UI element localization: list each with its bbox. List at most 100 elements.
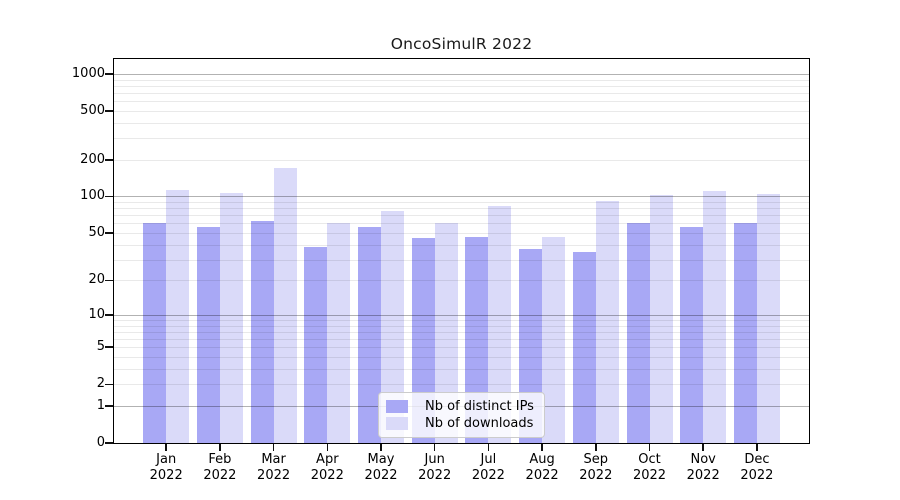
gridline-minor [113, 85, 810, 87]
y-axis-tick-label: 10 [88, 306, 105, 322]
x-axis-month: Jul [480, 452, 497, 467]
y-axis-tick-mark [105, 110, 113, 112]
x-axis-tick-label: May 2022 [341, 452, 421, 484]
legend-swatch-distinct-ips-icon [386, 400, 408, 413]
gridline-minor [113, 79, 810, 81]
bar-downloads [381, 210, 404, 444]
x-axis-month: Mar [261, 452, 286, 467]
y-axis-tick-mark [105, 73, 113, 75]
gridline-minor [113, 339, 810, 341]
legend-item-downloads: Nb of downloads [379, 415, 544, 432]
x-axis-tick-mark [702, 444, 704, 451]
x-axis-tick-mark [380, 444, 382, 451]
x-axis-tick-mark [487, 444, 490, 451]
bar-distinct-ips [680, 227, 704, 444]
bar-distinct-ips [304, 247, 328, 444]
x-axis-month: Aug [529, 452, 555, 467]
x-axis-year: 2022 [525, 468, 559, 483]
bar-downloads [327, 222, 351, 444]
x-axis-month: Sep [583, 452, 609, 467]
y-axis-tick-mark [105, 405, 113, 407]
x-axis-tick-mark [326, 444, 329, 451]
y-axis-tick-label: 0 [96, 435, 105, 450]
gridline-minor [113, 331, 810, 333]
x-axis-year: 2022 [632, 468, 667, 483]
gridline-minor [113, 357, 810, 359]
plot-area: Nb of distinct IPs Nb of downloads [113, 58, 810, 444]
y-axis-tick-label: 20 [88, 272, 105, 288]
x-axis-tick-label: Feb 2022 [180, 452, 260, 484]
gridline-minor [113, 368, 810, 370]
x-axis-tick-label: Nov 2022 [663, 452, 743, 484]
gridline-minor [113, 320, 810, 321]
gridline-minor [113, 101, 810, 103]
x-axis-month: Feb [208, 452, 232, 467]
x-axis-year: 2022 [418, 468, 452, 483]
bar-downloads [434, 223, 458, 444]
bar-distinct-ips [572, 251, 596, 444]
y-axis-tick-mark [105, 195, 113, 198]
y-axis-tick-label: 2 [96, 376, 105, 392]
x-axis-tick-mark [648, 444, 651, 451]
gridline-minor [113, 208, 810, 210]
gridline-minor [113, 244, 810, 246]
bar-distinct-ips [733, 222, 757, 444]
legend-item-distinct-ips: Nb of distinct IPs [379, 398, 544, 415]
legend-swatch-downloads-icon [386, 417, 408, 430]
gridline-minor [113, 215, 810, 217]
bar-downloads [595, 201, 619, 444]
x-axis-year: 2022 [686, 468, 720, 483]
y-axis-tick-label: 100 [80, 188, 105, 204]
bar-downloads [273, 168, 297, 444]
x-axis-tick-mark [595, 444, 597, 451]
x-axis-month: Apr [316, 452, 339, 467]
y-axis-tick-mark [105, 314, 113, 316]
gridline-major [113, 314, 810, 316]
gridline-minor [113, 159, 810, 161]
x-axis-tick-label: Mar 2022 [234, 452, 314, 484]
gridline-minor [113, 138, 810, 140]
gridline-minor [113, 92, 810, 94]
x-axis-year: 2022 [257, 468, 291, 483]
bar-downloads [649, 194, 673, 444]
gridline-minor [113, 223, 810, 225]
x-axis-tick-label: Oct 2022 [610, 452, 690, 484]
x-axis-year: 2022 [149, 468, 183, 483]
gridline-minor [113, 280, 810, 282]
gridline-minor [113, 202, 810, 204]
gridline-major [113, 196, 810, 198]
bar-downloads [703, 191, 727, 444]
x-axis-tick-mark [541, 444, 543, 451]
legend: Nb of distinct IPs Nb of downloads [378, 392, 545, 438]
x-axis-month: Jan [156, 452, 177, 467]
x-axis-year: 2022 [310, 468, 344, 483]
gridline-minor [113, 347, 810, 349]
bar-distinct-ips [626, 222, 650, 444]
y-axis-tick-label: 1000 [71, 65, 105, 81]
bar-downloads [542, 237, 566, 444]
bar-downloads [166, 190, 190, 444]
x-axis-tick-mark [756, 444, 758, 451]
x-axis-month: Nov [690, 452, 716, 467]
bar-distinct-ips [196, 227, 220, 444]
x-axis-month: Oct [638, 452, 661, 467]
x-axis-tick-label: Jun 2022 [395, 452, 475, 484]
bar-downloads [756, 193, 780, 444]
legend-label-downloads: Nb of downloads [425, 416, 534, 431]
x-axis-year: 2022 [203, 468, 237, 483]
y-axis-tick-mark [105, 232, 113, 234]
x-axis-tick-label: Aug 2022 [502, 452, 582, 484]
x-axis-tick-label: Dec 2022 [717, 452, 797, 484]
y-axis-tick-mark [105, 383, 113, 386]
x-axis-month: May [367, 452, 395, 467]
x-axis-tick-label: Apr 2022 [287, 452, 367, 484]
x-axis-tick-label: Jul 2022 [448, 452, 528, 484]
y-axis-tick-label: 5 [96, 339, 105, 355]
x-axis-year: 2022 [471, 468, 505, 483]
gridline-major [113, 73, 810, 75]
bar-distinct-ips [143, 223, 167, 444]
y-axis-tick-label: 500 [80, 102, 105, 118]
x-axis-tick-label: Sep 2022 [556, 452, 636, 484]
bar-downloads [219, 193, 243, 444]
